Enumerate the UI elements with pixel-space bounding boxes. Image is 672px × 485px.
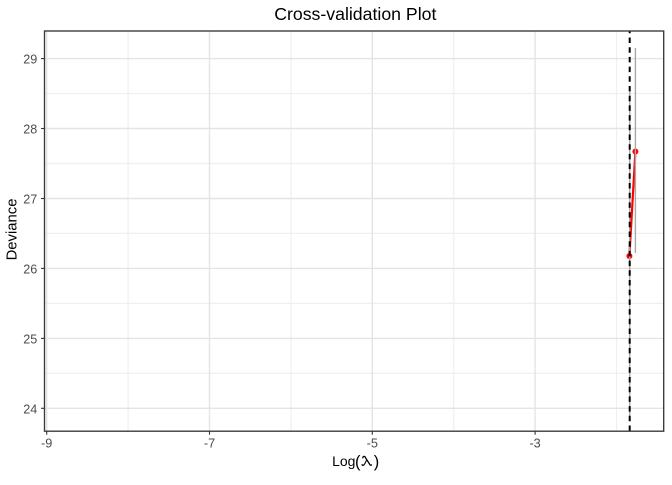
svg-text:Cross-validation Plot: Cross-validation Plot — [274, 4, 436, 24]
svg-text:): ) — [374, 453, 379, 471]
svg-text:Deviance: Deviance — [5, 199, 21, 261]
svg-text:24: 24 — [23, 402, 37, 416]
svg-text:-9: -9 — [41, 437, 52, 451]
svg-text:29: 29 — [23, 53, 37, 67]
svg-text:27: 27 — [23, 193, 37, 207]
svg-text:28: 28 — [23, 123, 37, 137]
svg-text:-3: -3 — [529, 437, 540, 451]
svg-text:26: 26 — [23, 262, 37, 276]
svg-text:25: 25 — [23, 332, 37, 346]
svg-text:-7: -7 — [204, 437, 215, 451]
svg-text:Log: Log — [332, 453, 355, 469]
svg-text:(: ( — [355, 453, 361, 471]
svg-text:-5: -5 — [367, 437, 378, 451]
